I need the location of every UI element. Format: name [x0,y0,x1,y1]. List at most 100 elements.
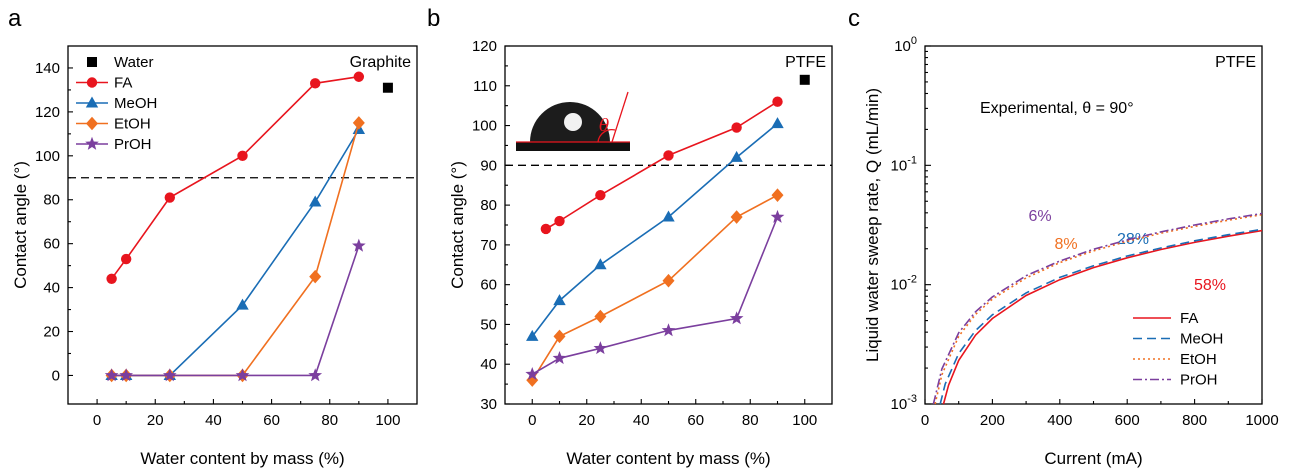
data-point [236,298,249,310]
substrate-label: PTFE [785,54,826,71]
x-tick-label: 0 [93,412,101,429]
data-point [731,122,742,133]
x-tick-label: 0 [921,412,929,429]
legend-label: MeOH [1180,331,1223,348]
x-tick-label: 60 [263,412,280,429]
tangent-line [611,91,629,143]
data-point [525,366,540,380]
series-proh [104,238,366,382]
series-line [531,194,778,381]
y-tick-label: 100 [894,35,917,55]
series-line [531,122,779,337]
panel-b: b 0 20 40 60 80 100 30 40 50 60 70 80 90 100 110 120 Wate… [427,5,833,468]
x-tick-label: 20 [578,412,595,429]
y-tick-label: 40 [480,356,497,373]
data-point [540,223,552,235]
y-tick-label: 70 [480,237,497,254]
y-axis-title: Contact angle (°) [448,161,467,289]
y-tick-label: 120 [35,104,60,121]
data-point [119,368,134,382]
y-tick-label: 30 [480,396,497,413]
data-point [594,309,607,324]
tick-exponent: 0 [911,35,917,47]
data-point [120,253,132,265]
angle-arc [597,129,616,143]
legend: Water FA MeOH EtOH PrOH [76,54,157,153]
droplet-inset: θ [516,91,630,151]
y-tick-label: 0 [52,367,60,384]
series-water [382,82,393,93]
y-tick-label: 40 [43,280,60,297]
series-line [111,245,360,377]
data-point [662,273,675,288]
data-point [594,258,607,270]
tick-exponent: -3 [907,393,917,405]
data-point [235,368,250,382]
plot-frame [67,45,418,405]
plot-frame [924,45,1263,405]
x-tick-label: 400 [1047,412,1072,429]
legend-label: FA [1180,310,1198,327]
data-point [730,150,743,162]
y-tick-label: 90 [480,157,497,174]
panel-a: a 0 20 40 60 80 100 0 20 40 60 80 100 120 140 Water con… [8,5,418,468]
y-tick-label: 60 [43,236,60,253]
series-etoh: 8% [934,213,1263,405]
data-point [164,192,175,203]
data-point [662,210,675,222]
data-point [770,209,785,223]
legend-marker [86,116,98,131]
tick-base: 10 [891,396,908,413]
series-proh: 6% [932,208,1263,405]
series-line [942,229,1263,405]
data-point [799,74,810,85]
x-axis-title: Water content by mass (%) [140,449,344,468]
plot-frame [504,45,833,405]
panel-letter: c [848,5,860,32]
percent-label: 6% [1028,208,1051,225]
data-point [106,273,117,285]
data-point [593,341,608,355]
data-point [552,351,567,365]
x-tick-label: 0 [528,412,536,429]
y-tick-label: 100 [35,148,60,165]
data-point [771,188,784,202]
legend-marker [87,57,97,67]
data-point [382,82,393,93]
experimental-label: Experimental, θ = 90° [980,100,1134,117]
y-tick-label: 100 [472,118,497,135]
series-line [939,228,1263,405]
tick-exponent: -2 [907,274,917,286]
data-point [729,311,744,325]
data-point [772,96,783,107]
data-point [554,215,565,227]
x-tick-label: 80 [742,412,759,429]
x-tick-label: 40 [205,412,222,429]
y-axis-title: Contact angle (°) [11,161,30,289]
droplet-highlight [564,113,582,131]
percent-label: 8% [1054,236,1077,253]
legend-label: PrOH [1180,372,1218,389]
substrate-label: Graphite [350,54,411,71]
y-tick-label: 110 [473,78,497,95]
x-axis-title: Water content by mass (%) [566,449,770,468]
y-tick-label: 50 [480,316,497,333]
panel-c: c0 200 400 600 800 100010-310-210-1100Current… [848,5,1279,468]
y-tick-label: 120 [472,38,497,55]
y-tick-label: 80 [43,192,60,209]
series-water [799,74,810,85]
data-point [663,150,674,161]
legend-label: Water [114,54,153,71]
series-line [934,213,1263,405]
legend-marker [85,136,99,150]
data-point [661,323,676,337]
y-axis-title: Liquid water sweep rate, Q (mL/min) [863,88,882,362]
legend-marker [86,77,98,88]
x-tick-label: 100 [792,412,817,429]
data-point [353,71,365,82]
x-tick-label: 20 [147,412,164,429]
x-tick-label: 100 [375,412,400,429]
data-point [351,238,366,252]
y-tick-label: 60 [480,277,497,294]
